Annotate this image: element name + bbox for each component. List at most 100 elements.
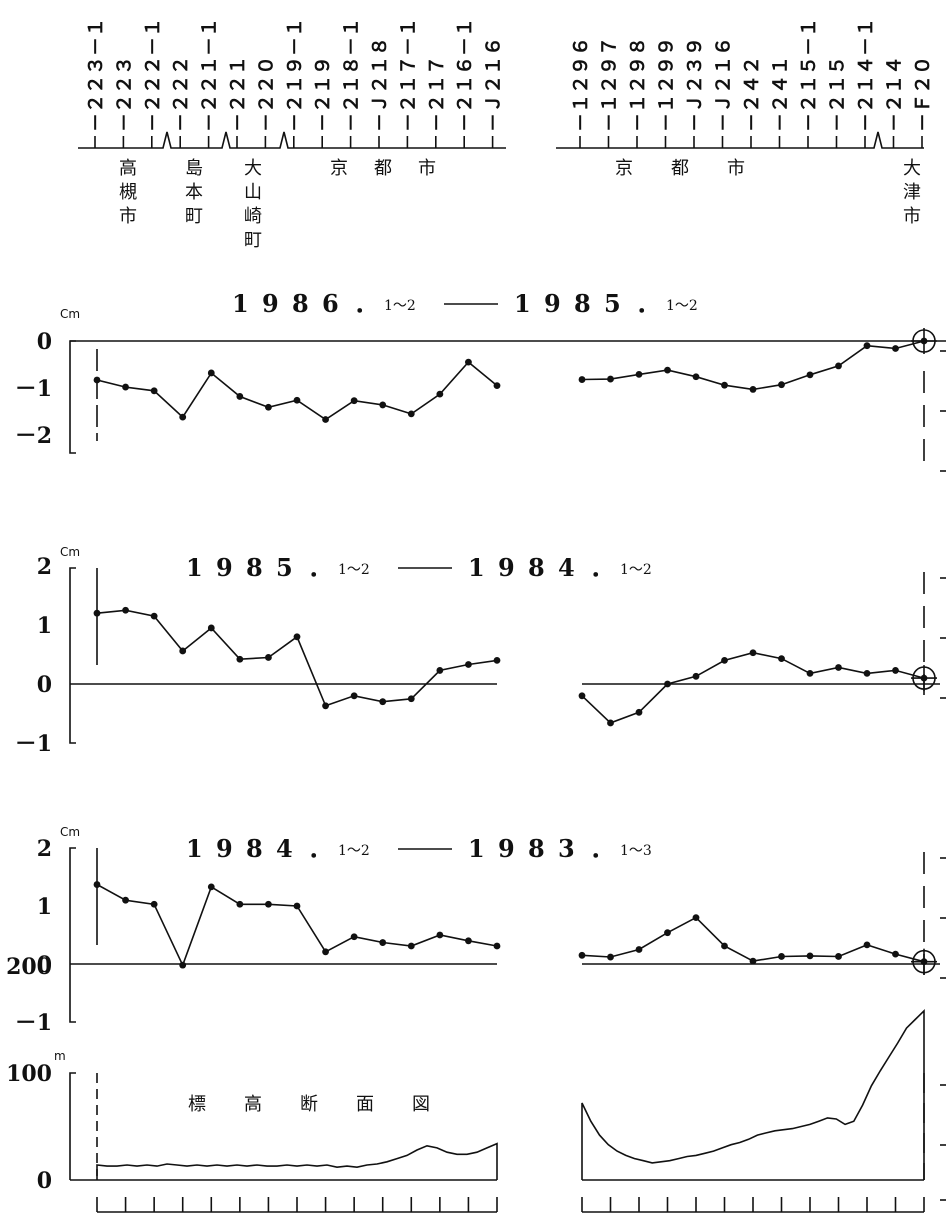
title-char: 5 bbox=[604, 289, 621, 318]
data-point bbox=[806, 952, 814, 960]
data-point bbox=[322, 416, 329, 423]
data-point bbox=[179, 647, 187, 655]
title-months-b: 1～2 bbox=[666, 298, 698, 314]
title-char: 9 bbox=[498, 834, 515, 863]
y-tick-label: 0 bbox=[37, 329, 52, 355]
data-point bbox=[265, 403, 272, 411]
benchmark-label: －２２３－１ bbox=[85, 18, 107, 132]
y-axis bbox=[69, 340, 76, 454]
place-char: 槻 bbox=[119, 182, 137, 203]
data-point bbox=[465, 358, 472, 366]
title-sep: ． bbox=[636, 289, 660, 318]
title-char: 9 bbox=[498, 553, 515, 582]
title-char: 3 bbox=[558, 834, 575, 863]
y-axis bbox=[69, 1072, 76, 1180]
benchmark-label: －２１６－１ bbox=[454, 18, 476, 132]
title-char: 1 bbox=[232, 289, 249, 318]
title-char: 高 bbox=[244, 1094, 262, 1115]
data-point bbox=[635, 370, 643, 378]
route-line-right bbox=[556, 131, 924, 149]
place-char: 都 bbox=[671, 158, 689, 179]
series-line-right bbox=[581, 651, 925, 724]
benchmark-label: －２２３ bbox=[113, 56, 135, 132]
data-point bbox=[635, 946, 643, 953]
place-char: 市 bbox=[727, 158, 745, 179]
title-months-b: 1～2 bbox=[620, 562, 652, 578]
place-char: 市 bbox=[418, 158, 436, 179]
data-point bbox=[749, 957, 757, 965]
benchmark-label: －Ｊ２１６ bbox=[483, 37, 505, 132]
benchmark-label: －２１４ bbox=[884, 56, 906, 132]
title-char: 1 bbox=[468, 553, 485, 582]
benchmark-label: －Ｊ２１８ bbox=[369, 37, 391, 132]
place-char: 大 bbox=[244, 158, 262, 179]
place-name: 大山崎町 bbox=[244, 158, 262, 251]
benchmark-label: －２２１ bbox=[227, 56, 249, 132]
series-line-left bbox=[96, 609, 498, 707]
unit-label: m bbox=[54, 1049, 66, 1063]
benchmark-label: －２１９－１ bbox=[284, 18, 306, 132]
title-char: 8 bbox=[292, 289, 309, 318]
place-char: 高 bbox=[119, 158, 137, 179]
title-char: 4 bbox=[276, 834, 293, 863]
chart-title: 標高断面図 bbox=[188, 1094, 430, 1115]
data-point bbox=[379, 698, 387, 706]
y-tick-label: －1 bbox=[15, 1010, 52, 1036]
title-char: 8 bbox=[246, 553, 263, 582]
y-tick-label: 1 bbox=[37, 894, 52, 920]
data-point bbox=[664, 680, 671, 688]
data-point bbox=[93, 881, 101, 888]
title-char: 1 bbox=[468, 834, 485, 863]
data-point bbox=[778, 655, 785, 663]
title-months-a: 1～2 bbox=[384, 298, 416, 314]
data-point bbox=[265, 654, 272, 661]
title-sep: ． bbox=[590, 834, 614, 863]
data-point bbox=[578, 951, 586, 959]
title-char: 9 bbox=[216, 834, 233, 863]
place-name: 京都市 bbox=[330, 158, 436, 179]
place-char: 市 bbox=[119, 206, 137, 227]
y-tick-label: －2 bbox=[15, 423, 52, 449]
title-sep: ． bbox=[308, 834, 332, 863]
data-point bbox=[578, 376, 586, 383]
y-axis bbox=[69, 847, 76, 1023]
data-point bbox=[892, 950, 899, 958]
data-point bbox=[322, 948, 329, 956]
title-char: 標 bbox=[188, 1094, 206, 1115]
benchmark-label: －２１９ bbox=[312, 56, 334, 132]
benchmark-label: －２２２－１ bbox=[142, 18, 164, 132]
data-point bbox=[465, 661, 472, 668]
title-char: 図 bbox=[412, 1094, 430, 1115]
benchmark-label: －２１７－１ bbox=[397, 18, 419, 132]
place-char: 大 bbox=[903, 158, 921, 179]
data-point bbox=[806, 669, 814, 677]
elevation-line-left bbox=[96, 1142, 498, 1180]
data-point bbox=[407, 695, 415, 703]
data-point bbox=[721, 381, 728, 389]
benchmark-label: －１２９６ bbox=[570, 37, 592, 132]
data-point bbox=[379, 401, 387, 409]
elevation-line-right bbox=[581, 1008, 925, 1180]
title-months-b: 1～3 bbox=[620, 843, 652, 859]
data-point bbox=[150, 612, 158, 620]
data-point bbox=[607, 719, 614, 727]
data-point bbox=[350, 933, 358, 941]
series-line-right bbox=[581, 340, 925, 391]
data-point bbox=[236, 655, 244, 663]
data-point bbox=[207, 624, 215, 632]
chart-title: 1 9 8 6 ． 1～2 bbox=[232, 289, 416, 318]
data-point bbox=[749, 386, 757, 393]
benchmark-label: －２１７ bbox=[426, 56, 448, 132]
title-months-a: 1～2 bbox=[338, 562, 370, 578]
data-point bbox=[721, 942, 728, 950]
unit-label: Cm bbox=[60, 825, 80, 839]
benchmark-label: －２１５ bbox=[827, 56, 849, 132]
data-point bbox=[179, 961, 187, 969]
data-point bbox=[122, 896, 129, 904]
chart-title-b: 1 9 8 3 ． 1～3 bbox=[468, 834, 652, 863]
data-point bbox=[749, 649, 757, 657]
data-point bbox=[150, 387, 158, 395]
title-sep: ． bbox=[308, 553, 332, 582]
